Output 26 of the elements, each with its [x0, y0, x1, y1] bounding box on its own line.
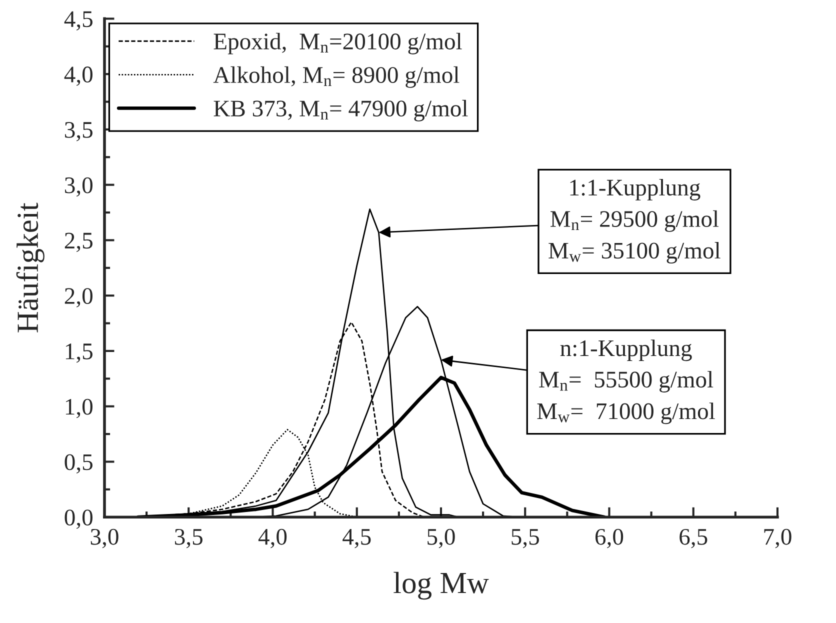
x-tick-label: 4,0 [258, 528, 287, 548]
x-tick-label: 6,0 [595, 528, 624, 548]
y-tick-label: 2,0 [64, 288, 92, 308]
y-tick-label: 0,5 [64, 454, 92, 474]
legend-label: Alkohol, M$_{n}$= 8900 g/mol [213, 66, 460, 88]
y-tick-label: 4,0 [64, 66, 92, 86]
legend-label: Epoxid, M$_{n}$=20100 g/mol [214, 32, 462, 54]
x-tick-label: 7,0 [764, 528, 792, 548]
x-tick-label: 4,5 [342, 529, 371, 548]
y-tick-label: 1,0 [66, 398, 92, 418]
y-tick-label: 4,5 [64, 11, 92, 31]
x-tick-label: 3,5 [174, 528, 202, 548]
y-tick-label: 3,0 [65, 177, 92, 197]
y-tick-label: 2,5 [64, 232, 92, 252]
x-tick-label: 5,5 [512, 529, 539, 548]
y-tick-label: 1,5 [66, 344, 92, 363]
y-axis-title: Häufigkeit [16, 202, 44, 332]
annotation: 1:1-Kupplung M$_{n}$= 29500 g/mol M$_{w}$= 35100 g/mol [548, 178, 720, 264]
annotation: n:1-Kupplung M$_{n}$= 55500 g/mol M$_{w}$= 71000 g/mol [537, 340, 715, 424]
x-axis-title: log Mw [394, 572, 489, 600]
y-tick-label: 3,5 [65, 122, 92, 142]
x-tick-label: 6,5 [680, 528, 708, 548]
x-tick-label: 5,0 [428, 528, 455, 548]
x-tick-label: 3,0 [90, 528, 118, 548]
legend-label: KB 373, M$_{n}$= 47900 g/mol [214, 100, 468, 122]
y-tick-label: 0,0 [64, 510, 92, 529]
